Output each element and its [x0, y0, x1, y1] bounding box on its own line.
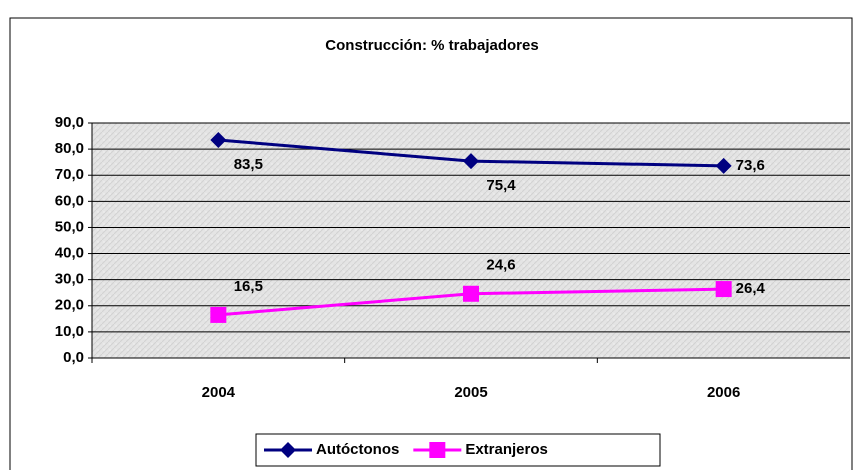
y-tick-label: 50,0 — [55, 218, 84, 235]
y-tick-label: 70,0 — [55, 166, 84, 183]
data-point — [715, 281, 732, 298]
data-label: 24,6 — [486, 257, 515, 274]
data-point — [463, 153, 479, 170]
legend-marker — [429, 442, 446, 458]
y-tick-label: 80,0 — [55, 140, 84, 157]
data-point — [463, 285, 479, 302]
data-point — [210, 131, 227, 148]
data-label: 73,6 — [736, 157, 765, 174]
data-point — [210, 306, 227, 323]
data-point — [715, 157, 732, 174]
y-tick-label: 40,0 — [55, 245, 84, 262]
x-tick-label: 2006 — [707, 384, 740, 401]
data-label: 16,5 — [234, 278, 263, 295]
data-label: 75,4 — [486, 177, 516, 194]
legend-label: Autóctonos — [316, 441, 399, 458]
y-tick-label: 90,0 — [55, 114, 84, 131]
x-tick-label: 2004 — [202, 384, 236, 401]
x-tick-label: 2005 — [454, 384, 487, 401]
y-tick-label: 60,0 — [55, 192, 84, 209]
data-label: 26,4 — [736, 280, 766, 297]
chart-title: Construcción: % trabajadores — [325, 37, 538, 54]
legend-marker — [280, 442, 296, 458]
y-tick-label: 0,0 — [63, 349, 84, 366]
data-label: 83,5 — [234, 156, 263, 173]
y-tick-label: 10,0 — [55, 323, 84, 340]
y-tick-label: 20,0 — [55, 297, 84, 314]
y-tick-label: 30,0 — [55, 271, 84, 288]
legend-label: Extranjeros — [465, 441, 548, 458]
